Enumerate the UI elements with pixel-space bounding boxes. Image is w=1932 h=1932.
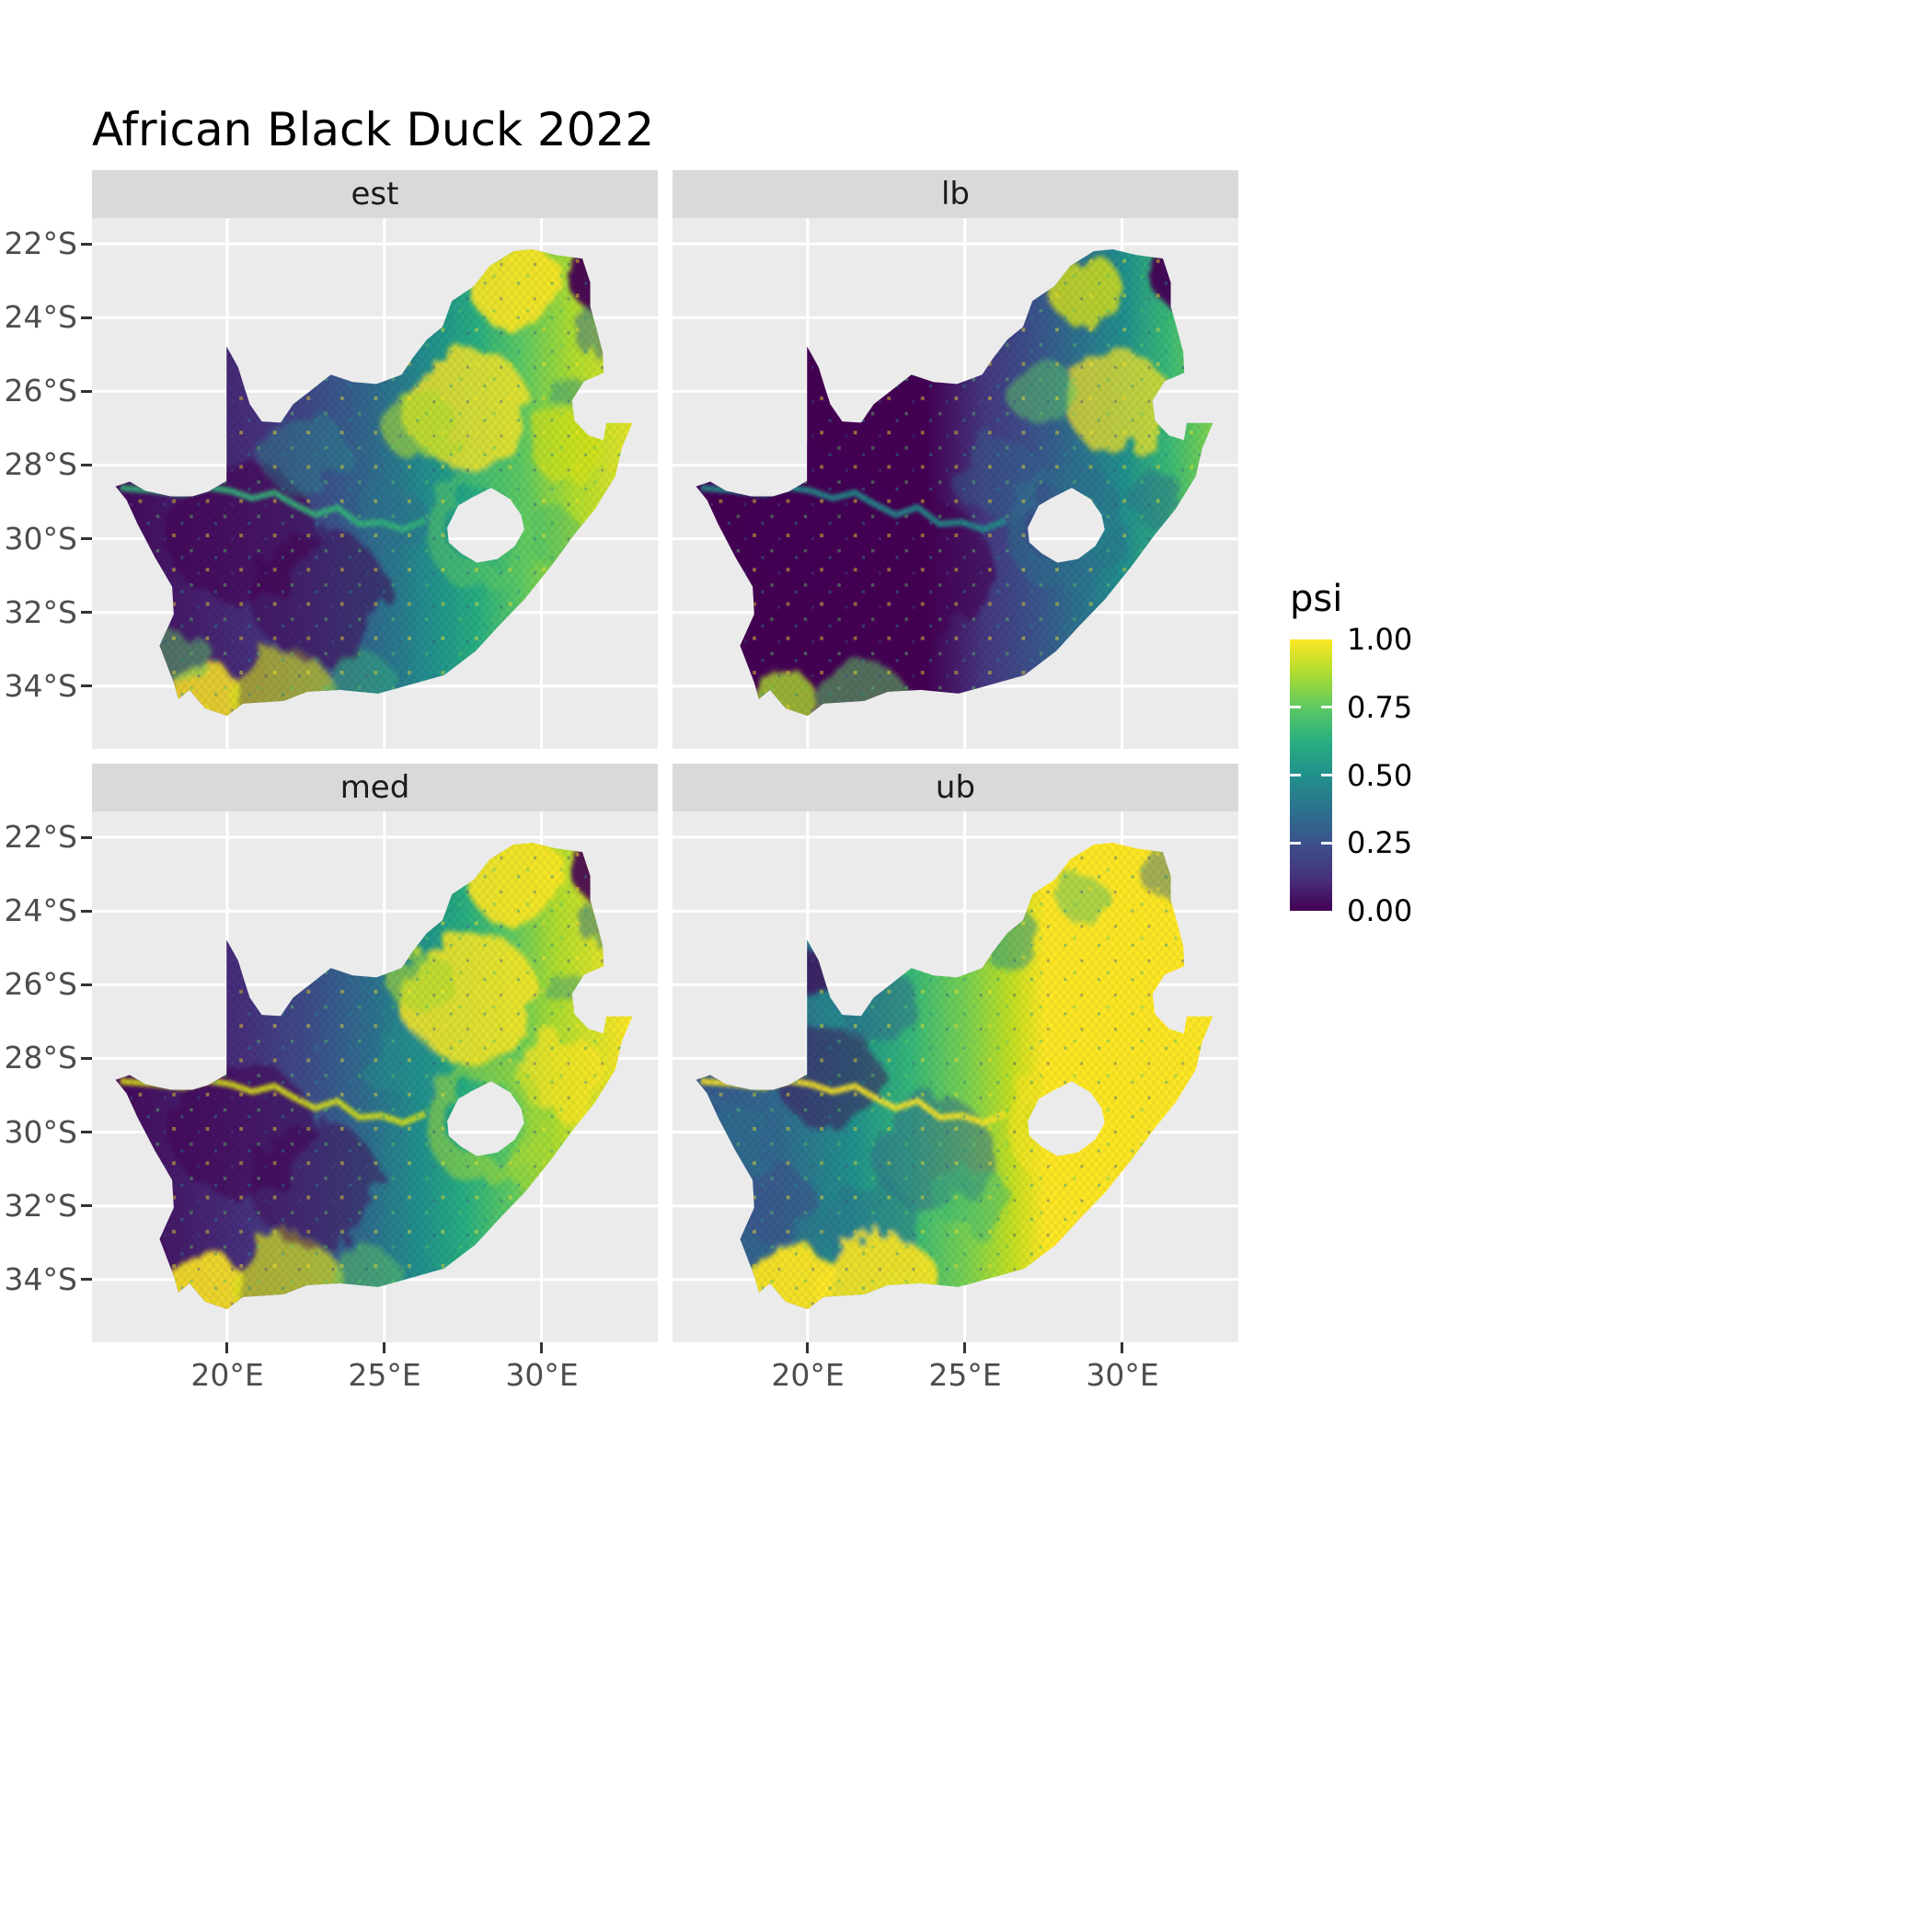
y-tick-mark bbox=[81, 390, 92, 393]
x-tick-label: 25°E bbox=[348, 1357, 421, 1393]
legend-tick-label: 0.75 bbox=[1347, 690, 1413, 725]
x-tick-mark bbox=[806, 1342, 809, 1353]
y-tick-label: 28°S bbox=[4, 446, 77, 482]
facet-label-lb: lb bbox=[940, 176, 971, 213]
colorbar-tick bbox=[1321, 842, 1332, 845]
map-ub bbox=[673, 811, 1238, 1342]
x-tick-label: 20°E bbox=[190, 1357, 264, 1393]
x-tick-mark bbox=[1121, 1342, 1123, 1353]
y-tick-mark bbox=[81, 611, 92, 614]
map-lb bbox=[673, 218, 1238, 749]
legend-title: psi bbox=[1290, 578, 1343, 620]
y-tick-label: 30°S bbox=[4, 521, 77, 557]
y-tick-mark bbox=[81, 983, 92, 986]
colorbar-tick bbox=[1290, 774, 1301, 776]
facet-label-med: med bbox=[339, 769, 410, 806]
colorbar-tick bbox=[1290, 706, 1301, 708]
plot-title: African Black Duck 2022 bbox=[92, 103, 655, 156]
colorbar-tick bbox=[1290, 842, 1301, 845]
y-tick-label: 26°S bbox=[4, 373, 77, 408]
legend-tick-label: 0.00 bbox=[1347, 893, 1413, 928]
map-med bbox=[92, 811, 658, 1342]
y-tick-label: 30°S bbox=[4, 1114, 77, 1150]
x-tick-label: 20°E bbox=[771, 1357, 845, 1393]
facet-strip-med: med bbox=[92, 764, 658, 811]
y-tick-mark bbox=[81, 316, 92, 319]
y-tick-mark bbox=[81, 243, 92, 246]
x-tick-label: 30°E bbox=[1086, 1357, 1159, 1393]
legend-tick-label: 1.00 bbox=[1347, 622, 1413, 657]
y-tick-label: 26°S bbox=[4, 966, 77, 1002]
y-tick-label: 24°S bbox=[4, 299, 77, 335]
map-est bbox=[92, 218, 658, 749]
y-tick-label: 32°S bbox=[4, 1188, 77, 1224]
y-tick-mark bbox=[81, 836, 92, 839]
y-tick-mark bbox=[81, 1057, 92, 1060]
facet-label-ub: ub bbox=[935, 769, 976, 806]
facet-panel-med bbox=[92, 811, 658, 1342]
y-tick-label: 22°S bbox=[4, 225, 77, 261]
colorbar-tick bbox=[1321, 706, 1332, 708]
x-tick-mark bbox=[225, 1342, 228, 1353]
x-tick-label: 25°E bbox=[928, 1357, 1002, 1393]
y-tick-mark bbox=[81, 684, 92, 687]
legend-tick-label: 0.50 bbox=[1347, 758, 1413, 793]
facet-panel-est bbox=[92, 218, 658, 749]
x-tick-mark bbox=[540, 1342, 543, 1353]
x-tick-label: 30°E bbox=[505, 1357, 579, 1393]
facet-strip-ub: ub bbox=[673, 764, 1238, 811]
facet-panel-ub bbox=[673, 811, 1238, 1342]
x-tick-mark bbox=[383, 1342, 385, 1353]
y-tick-mark bbox=[81, 537, 92, 540]
x-tick-mark bbox=[963, 1342, 966, 1353]
y-tick-label: 24°S bbox=[4, 892, 77, 928]
y-tick-mark bbox=[81, 1204, 92, 1207]
y-tick-mark bbox=[81, 910, 92, 913]
y-tick-label: 32°S bbox=[4, 594, 77, 630]
facet-strip-est: est bbox=[92, 170, 658, 218]
y-tick-label: 28°S bbox=[4, 1040, 77, 1075]
y-tick-mark bbox=[81, 464, 92, 466]
y-tick-label: 34°S bbox=[4, 668, 77, 704]
y-tick-label: 22°S bbox=[4, 819, 77, 855]
facet-panel-lb bbox=[673, 218, 1238, 749]
facet-label-est: est bbox=[351, 176, 399, 213]
y-tick-mark bbox=[81, 1131, 92, 1133]
legend-tick-label: 0.25 bbox=[1347, 825, 1413, 860]
colorbar-tick bbox=[1321, 774, 1332, 776]
y-tick-label: 34°S bbox=[4, 1261, 77, 1297]
facet-strip-lb: lb bbox=[673, 170, 1238, 218]
y-tick-mark bbox=[81, 1278, 92, 1281]
legend-colorbar bbox=[1290, 639, 1332, 911]
